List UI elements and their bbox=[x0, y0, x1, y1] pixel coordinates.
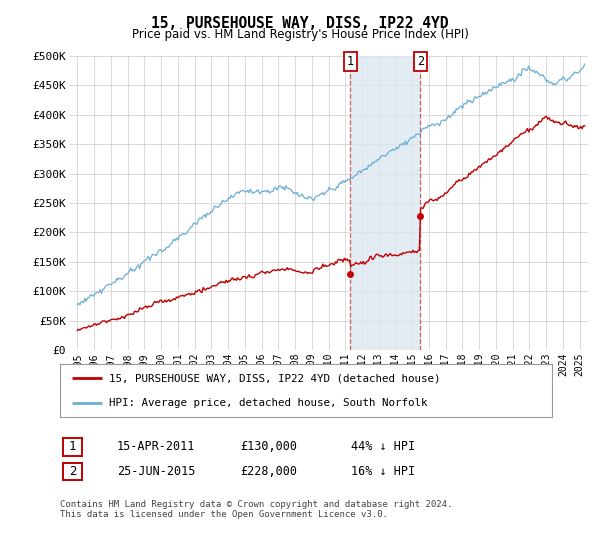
Text: 15, PURSEHOUSE WAY, DISS, IP22 4YD (detached house): 15, PURSEHOUSE WAY, DISS, IP22 4YD (deta… bbox=[109, 374, 440, 384]
Text: 2: 2 bbox=[69, 465, 76, 478]
Text: Contains HM Land Registry data © Crown copyright and database right 2024.
This d: Contains HM Land Registry data © Crown c… bbox=[60, 500, 452, 519]
Text: Price paid vs. HM Land Registry's House Price Index (HPI): Price paid vs. HM Land Registry's House … bbox=[131, 28, 469, 41]
Text: £130,000: £130,000 bbox=[240, 440, 297, 454]
Text: 1: 1 bbox=[69, 440, 76, 454]
Text: £228,000: £228,000 bbox=[240, 465, 297, 478]
Text: 15-APR-2011: 15-APR-2011 bbox=[117, 440, 196, 454]
Text: 2: 2 bbox=[416, 55, 424, 68]
Text: HPI: Average price, detached house, South Norfolk: HPI: Average price, detached house, Sout… bbox=[109, 398, 428, 408]
Text: 1: 1 bbox=[347, 55, 353, 68]
Bar bbox=[350, 56, 420, 350]
Text: 25-JUN-2015: 25-JUN-2015 bbox=[117, 465, 196, 478]
Text: 44% ↓ HPI: 44% ↓ HPI bbox=[351, 440, 415, 454]
Text: 15, PURSEHOUSE WAY, DISS, IP22 4YD: 15, PURSEHOUSE WAY, DISS, IP22 4YD bbox=[151, 16, 449, 31]
Text: 16% ↓ HPI: 16% ↓ HPI bbox=[351, 465, 415, 478]
